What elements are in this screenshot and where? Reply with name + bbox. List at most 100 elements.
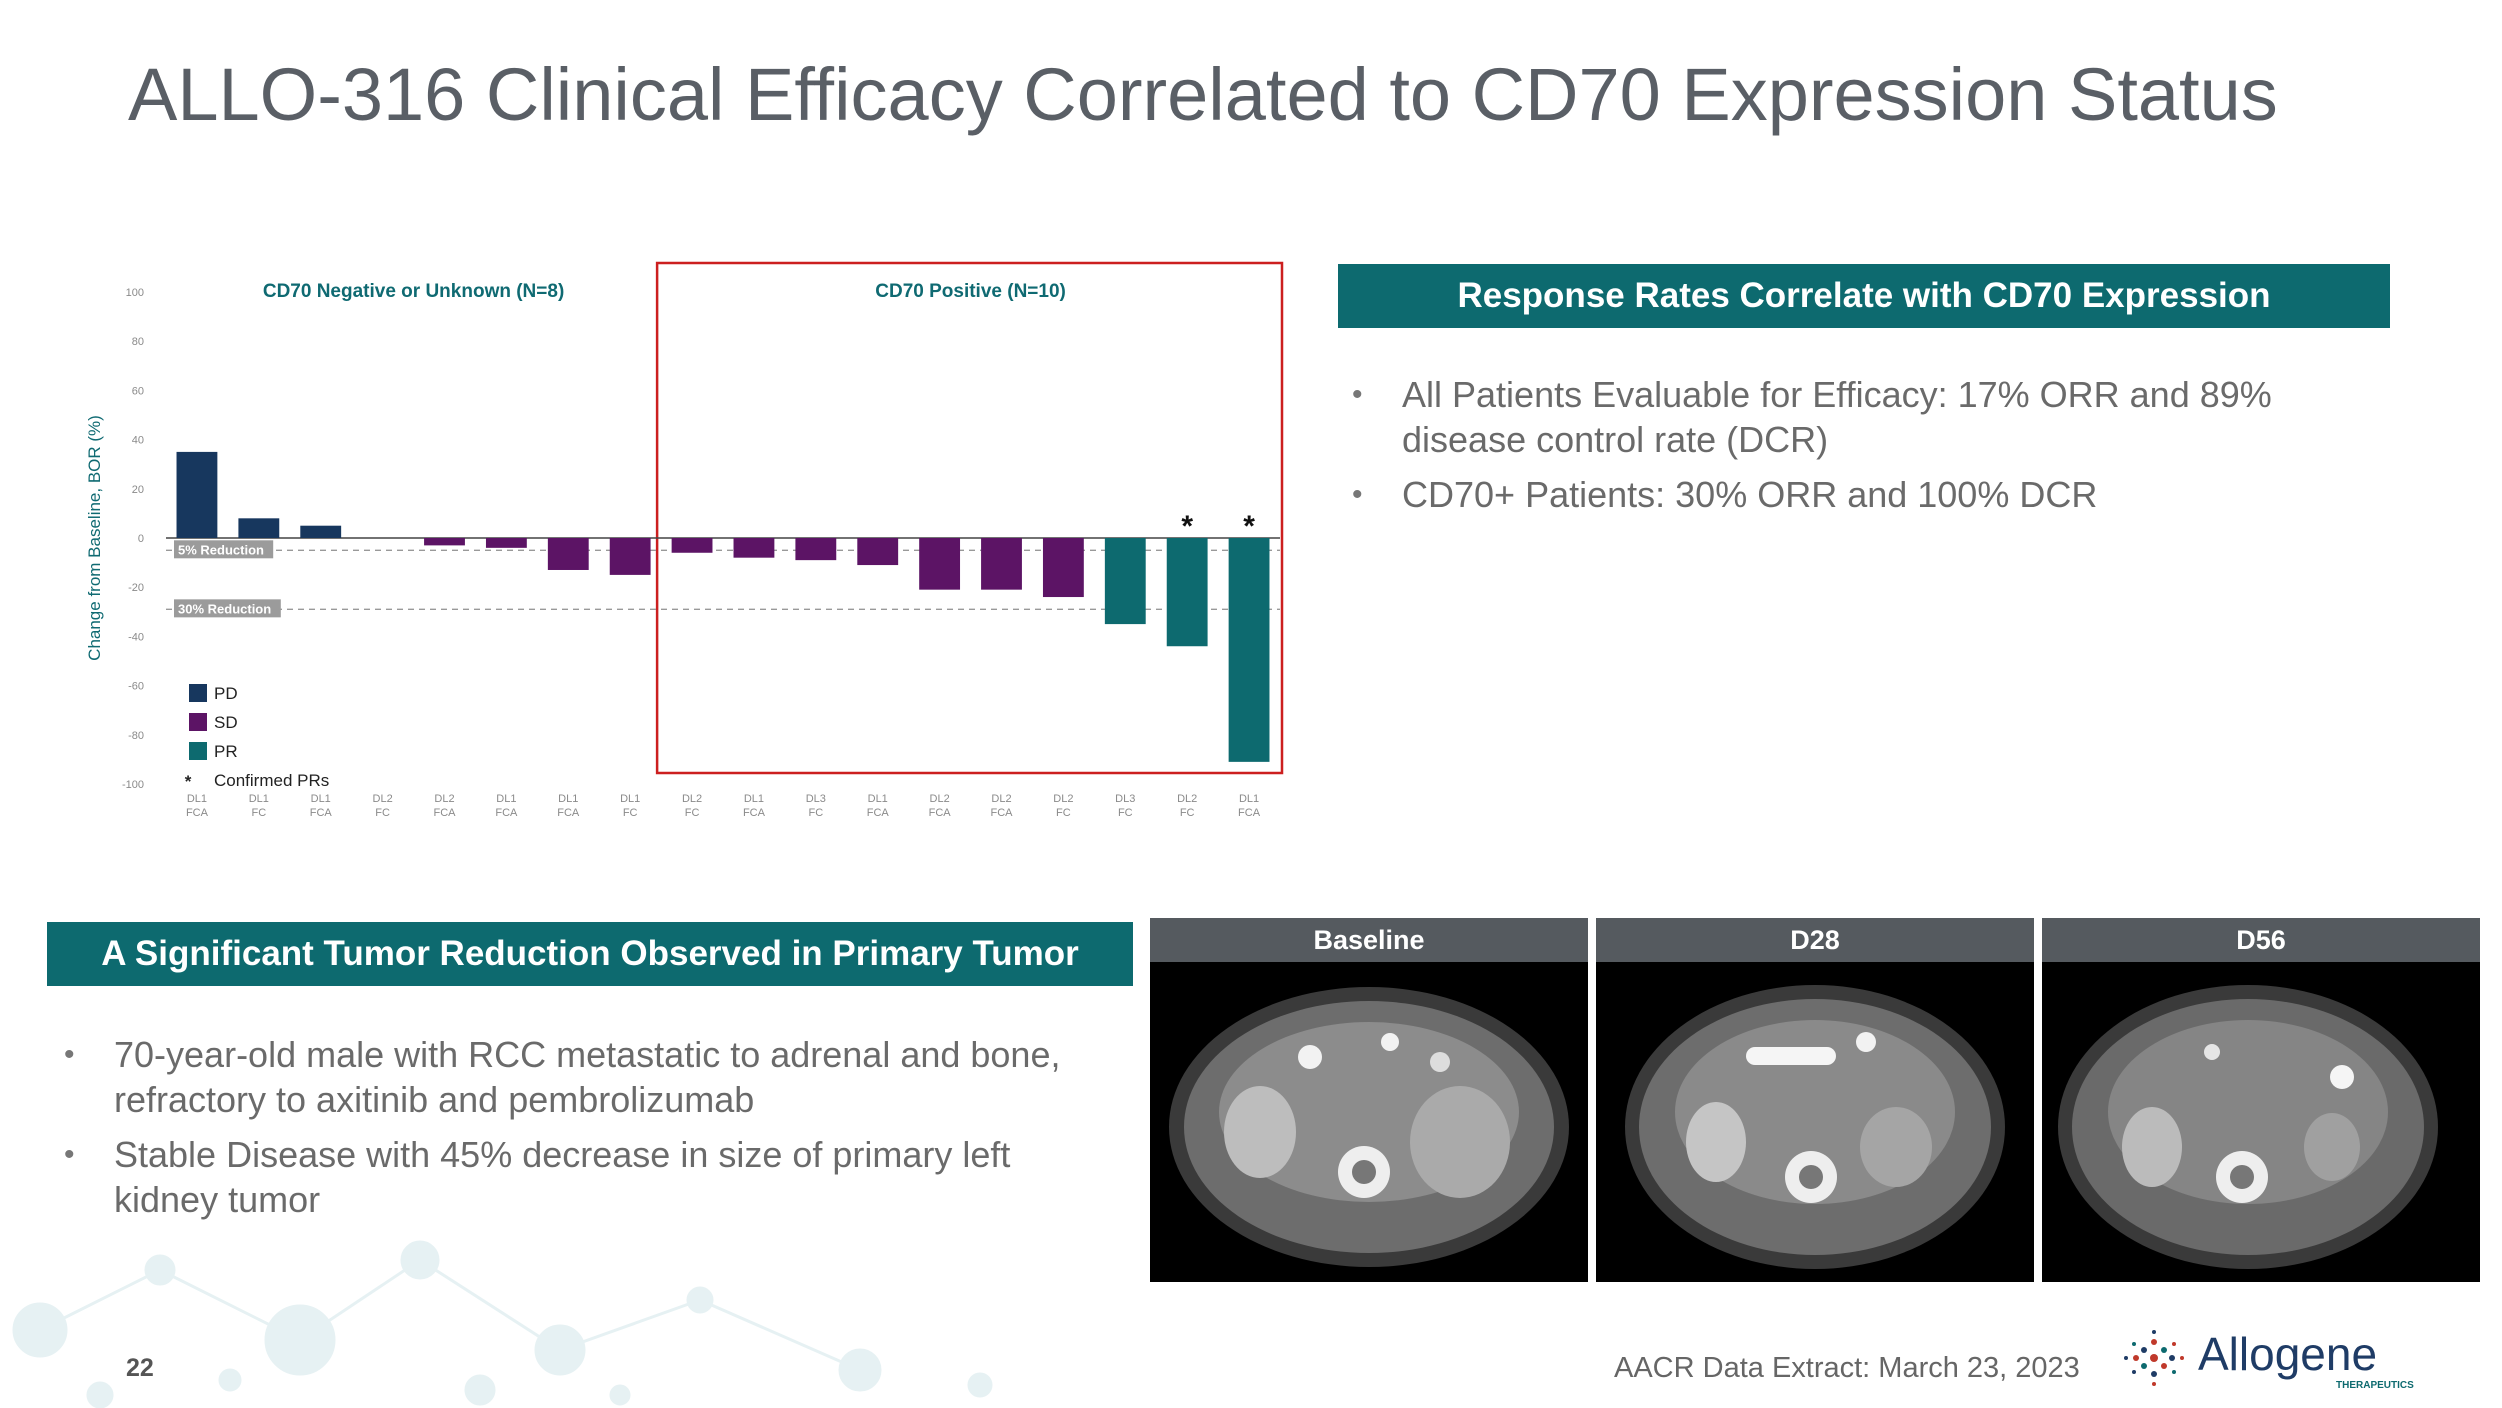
x-tick-regimen: FCA (743, 807, 766, 819)
bar-sd (919, 538, 961, 590)
logo-text: Allogene (2198, 1328, 2377, 1380)
x-tick-regimen: FC (251, 807, 266, 819)
ct-scan-d56: D56 (2042, 918, 2480, 1282)
reference-label-box (174, 540, 274, 559)
legend-swatch (189, 713, 207, 731)
legend-swatch (189, 742, 207, 760)
x-tick-dose-level: DL1 (1239, 793, 1259, 805)
y-tick-label: 20 (132, 484, 144, 496)
logo-mark-icon (2124, 1330, 2184, 1386)
bar-sd (485, 538, 527, 548)
x-tick-dose-level: DL2 (1053, 793, 1073, 805)
x-tick-dose-level: DL1 (311, 793, 331, 805)
ct-image (2058, 985, 2438, 1269)
legend-swatch (189, 684, 207, 702)
y-tick-label: 80 (132, 336, 144, 348)
confirmed-pr-marker: * (1243, 510, 1255, 543)
x-tick-dose-level: DL2 (434, 793, 454, 805)
x-tick-dose-level: DL2 (373, 793, 393, 805)
x-tick-dose-level: DL1 (249, 793, 269, 805)
ct-scan-d28: D28 (1596, 918, 2034, 1282)
legend-symbol: * (185, 772, 192, 791)
y-tick-label: -60 (128, 681, 144, 693)
reference-line-label: 5% Reduction (178, 542, 264, 557)
x-tick-dose-level: DL1 (187, 793, 207, 805)
y-tick-label: -100 (122, 779, 144, 791)
x-tick-regimen: FCA (991, 807, 1014, 819)
x-tick-regimen: FC (1056, 807, 1071, 819)
y-tick-label: 60 (132, 385, 144, 397)
y-axis-label: Change from Baseline, BOR (%) (85, 415, 104, 661)
bar-sd (857, 538, 899, 566)
legend-label: PD (214, 684, 238, 703)
bar-sd (981, 538, 1022, 590)
y-tick-label: -20 (128, 582, 144, 594)
response-rates-bullets: All Patients Evaluable for Efficacy: 17%… (1352, 372, 2352, 527)
group-label: CD70 Positive (N=10) (875, 281, 1066, 302)
x-tick-dose-level: DL1 (620, 793, 640, 805)
y-tick-label: 0 (138, 533, 144, 545)
scan-label: D56 (2042, 918, 2480, 962)
allogene-logo: Allogene THERAPEUTICS (2124, 1328, 2414, 1391)
x-tick-dose-level: DL2 (930, 793, 950, 805)
x-tick-regimen: FC (1118, 807, 1133, 819)
x-tick-regimen: FCA (557, 807, 580, 819)
bar-sd (609, 538, 651, 575)
x-tick-dose-level: DL3 (806, 793, 826, 805)
x-tick-dose-level: DL1 (558, 793, 578, 805)
x-tick-regimen: FC (1180, 807, 1195, 819)
x-tick-regimen: FC (375, 807, 390, 819)
confirmed-pr-marker: * (1181, 510, 1193, 543)
y-tick-label: 100 (126, 287, 144, 299)
legend-label: SD (214, 713, 238, 732)
slide-title: ALLO-316 Clinical Efficacy Correlated to… (128, 53, 2278, 136)
bullet-item: 70-year-old male with RCC metastatic to … (64, 1032, 1124, 1122)
bar-pd (300, 525, 342, 538)
y-tick-label: 40 (132, 435, 144, 447)
x-tick-regimen: FCA (929, 807, 952, 819)
x-tick-dose-level: DL2 (682, 793, 702, 805)
bar-sd (795, 538, 837, 561)
bar-sd (547, 538, 589, 570)
bar-pr (1166, 538, 1208, 647)
x-tick-dose-level: DL1 (868, 793, 888, 805)
bar-pr (1228, 538, 1270, 762)
bar-pd (176, 451, 218, 538)
bar-pd (238, 518, 280, 538)
group-label: CD70 Negative or Unknown (N=8) (263, 281, 564, 302)
x-tick-regimen: FC (808, 807, 823, 819)
source-footnote: AACR Data Extract: March 23, 2023 (1614, 1352, 2080, 1384)
y-tick-label: -40 (128, 631, 144, 643)
legend-label: Confirmed PRs (214, 771, 329, 790)
y-tick-label: -80 (128, 730, 144, 742)
reference-label-box (174, 599, 281, 618)
x-tick-regimen: FCA (495, 807, 518, 819)
bullet-item: CD70+ Patients: 30% ORR and 100% DCR (1352, 472, 2352, 517)
bar-sd (733, 538, 775, 558)
response-rates-banner: Response Rates Correlate with CD70 Expre… (1338, 264, 2390, 328)
ct-scan-baseline: Baseline (1150, 918, 1588, 1282)
x-tick-regimen: FCA (186, 807, 209, 819)
bar-sd (671, 538, 713, 553)
x-tick-dose-level: DL2 (1177, 793, 1197, 805)
x-tick-regimen: FCA (310, 807, 333, 819)
legend-label: PR (214, 742, 238, 761)
bullet-item: All Patients Evaluable for Efficacy: 17%… (1352, 372, 2352, 462)
x-tick-dose-level: DL2 (991, 793, 1011, 805)
scan-label: D28 (1596, 918, 2034, 962)
x-tick-dose-level: DL3 (1115, 793, 1135, 805)
cd70-positive-highlight-box (655, 261, 1284, 775)
x-tick-regimen: FCA (1238, 807, 1261, 819)
waterfall-chart: 100 80 60 40 20 0 -20 -40 -60 -80 -100 Change from … (85, 261, 1284, 819)
bullet-item: Stable Disease with 45% decrease in size… (64, 1132, 1124, 1222)
x-tick-dose-level: DL1 (496, 793, 516, 805)
logo-subtext: THERAPEUTICS (2336, 1380, 2414, 1391)
tumor-reduction-bullets: 70-year-old male with RCC metastatic to … (64, 1032, 1124, 1232)
page-number: 22 (126, 1354, 154, 1382)
background-molecule-decoration (12, 1240, 993, 1408)
reference-line-label: 30% Reduction (178, 601, 271, 616)
bar-pr (1104, 538, 1146, 625)
ct-image (1625, 985, 2005, 1269)
x-tick-regimen: FC (623, 807, 638, 819)
x-tick-dose-level: DL1 (744, 793, 764, 805)
